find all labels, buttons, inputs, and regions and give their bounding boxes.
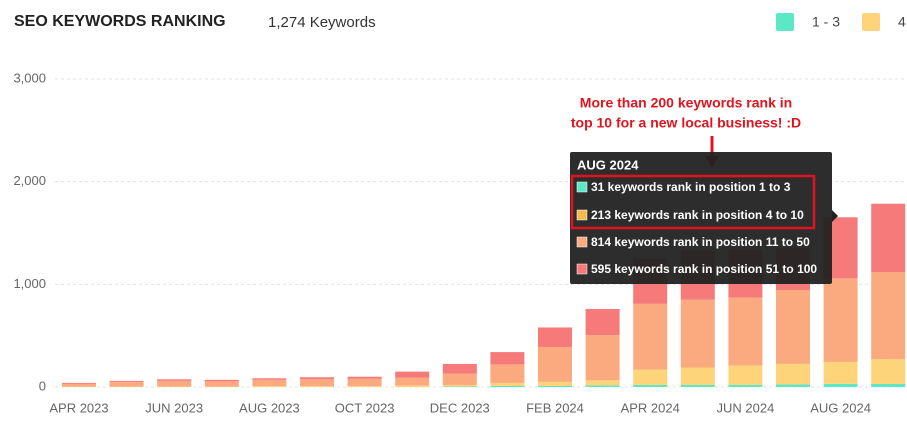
bar-segment [395,385,430,387]
bar-segment [300,377,334,380]
bar-segment [585,385,620,387]
bar-segment [347,385,382,387]
annotation: More than 200 keywords rank in [580,95,792,111]
tooltip-title: AUG 2024 [577,157,639,172]
bar-segment [300,385,334,387]
y-tick-label: 3,000 [13,70,46,85]
x-tick-label: FEB 2024 [526,400,584,415]
bar-segment [538,346,572,382]
tooltip-line: 213 keywords rank in position 4 to 10 [591,208,804,222]
bar-segment [871,272,906,360]
bar-segment [62,383,96,387]
legend-label: 4 [898,14,906,30]
bar-segment [633,384,668,387]
tooltip-box [570,152,832,284]
x-tick-label: DEC 2023 [430,400,490,415]
tooltip-line: 595 keywords rank in position 51 to 100 [591,262,817,276]
bar-segment [490,352,525,365]
bar-segment [252,385,287,387]
x-tick-label: AUG 2023 [239,400,300,415]
bar-segment [490,385,525,387]
bar-segment [204,386,239,387]
y-tick-label: 0 [39,378,46,393]
bar-segment [109,381,144,387]
bar-segment [776,289,810,364]
bar-segment [204,379,239,382]
tooltip-swatch [576,263,588,275]
x-tick-label: JUN 2023 [145,400,203,415]
y-tick-label: 2,000 [13,173,46,188]
bar-segment [157,386,192,387]
bar-segment [252,379,287,386]
tooltip: AUG 2024 31 keywords rank in position 1 … [570,152,838,284]
bar-segment [442,363,477,374]
tooltip-swatch [576,181,588,193]
bar-segment [823,383,858,387]
bar-segment [728,365,763,385]
tooltip-pointer [832,210,838,222]
bar-segment [538,385,572,387]
bar-segment [62,386,96,387]
x-tick-label: APR 2024 [621,400,680,415]
y-tick-label: 1,000 [13,276,46,291]
bar-segment [680,299,715,368]
bar-segment [62,382,96,384]
legend-swatch [862,13,880,31]
bar-segment [490,382,525,386]
bar-segment [442,386,477,387]
bar-segment [871,359,906,384]
x-tick-label: AUG 2024 [810,400,871,415]
chart-title: SEO KEYWORDS RANKING [14,13,226,30]
bar-segment [633,369,668,385]
bar-segment [728,297,763,366]
x-tick-label: JUN 2024 [716,400,774,415]
bar-segment [728,384,763,387]
bar-segment [585,335,620,381]
bar-segment [347,376,382,379]
annotation: top 10 for a new local business! :D [571,115,801,131]
tooltip-line: 31 keywords rank in position 1 to 3 [591,180,791,194]
bar-segment [204,381,239,387]
bar-segment [442,384,477,387]
bar-segment [157,379,192,381]
bar-segment [538,327,572,347]
bar-segment [300,379,334,386]
bar-segment [395,377,430,386]
bar-segment [252,378,287,380]
bar-segment [823,278,858,362]
bar-segment [871,203,906,273]
tooltip-line: 814 keywords rank in position 11 to 50 [591,235,810,249]
bar-segment [776,363,810,385]
bar-segment [680,384,715,387]
bar-segment [490,364,525,383]
bar-segment [680,367,715,385]
highlight-box [570,174,816,230]
tooltip-swatch [576,209,588,221]
bar-segment [633,303,668,370]
bar-segment [776,384,810,387]
bar-segment [585,308,620,336]
bar-segment [823,361,858,384]
chart-subtitle: 1,274 Keywords [268,14,376,31]
bar-segment [585,380,620,386]
tooltip-swatch [576,236,588,248]
bar-segment [109,380,144,382]
bar-segment [395,371,430,378]
bar-segment [538,381,572,386]
bar-segment [157,380,192,387]
x-tick-label: OCT 2023 [335,400,395,415]
legend-label: 1 - 3 [812,14,840,30]
legend-swatch [776,13,794,31]
bar-segment [109,386,144,387]
bar-segment [347,378,382,386]
bar-segment [871,383,906,387]
bar-segment [442,373,477,385]
x-tick-label: APR 2023 [49,400,108,415]
